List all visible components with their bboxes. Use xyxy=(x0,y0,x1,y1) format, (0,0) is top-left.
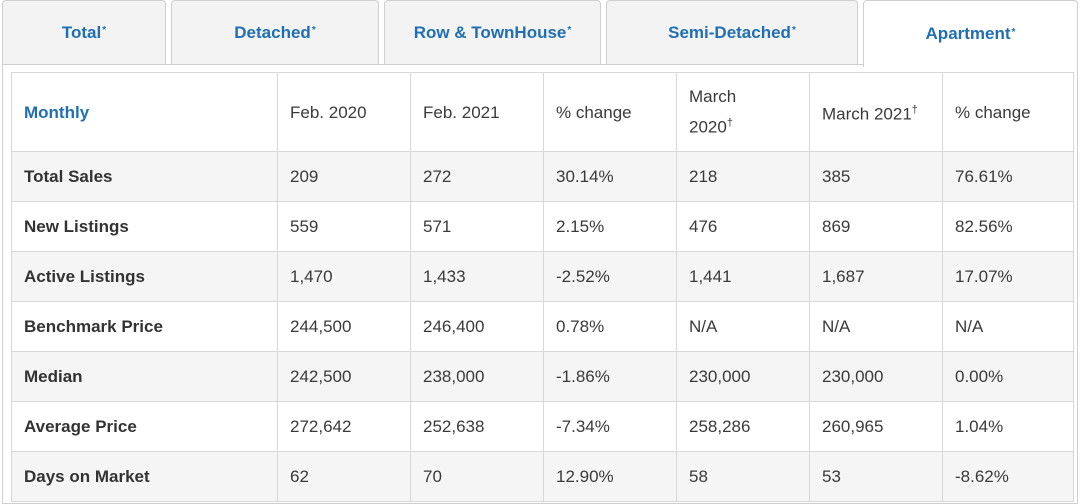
cell-feb2020: 242,500 xyxy=(277,351,411,402)
header-feb-2021: Feb. 2021 xyxy=(410,72,544,152)
cell-mar2021: 260,965 xyxy=(809,401,943,452)
tab-semi-detached[interactable]: Semi-Detached * xyxy=(606,0,858,64)
header-march-2021: March 2021† xyxy=(809,72,943,152)
cell-feb2020: 209 xyxy=(277,151,411,202)
tab-row-townhouse[interactable]: Row & TownHouse * xyxy=(384,0,601,64)
cell-mar2020: N/A xyxy=(676,301,810,352)
tab-apartment-label: Apartment xyxy=(925,24,1011,43)
row-label: Average Price xyxy=(11,401,278,452)
table-row: Benchmark Price 244,500 246,400 0.78% N/A N/A… xyxy=(11,301,1074,352)
market-stats-table: Monthly Feb. 2020 Feb. 2021 % change Mar… xyxy=(11,72,1074,502)
cell-feb2020: 244,500 xyxy=(277,301,411,352)
cell-feb2020: 272,642 xyxy=(277,401,411,452)
tab-total[interactable]: Total * xyxy=(2,0,166,64)
cell-change2: 17.07% xyxy=(942,251,1074,302)
cell-mar2020: 1,441 xyxy=(676,251,810,302)
cell-change2: -8.62% xyxy=(942,451,1074,502)
header-change-feb: % change xyxy=(543,72,677,152)
cell-change2: 1.04% xyxy=(942,401,1074,452)
cell-feb2021: 246,400 xyxy=(410,301,544,352)
cell-change2: 76.61% xyxy=(942,151,1074,202)
cell-mar2021: 230,000 xyxy=(809,351,943,402)
table-row: New Listings 559 571 2.15% 476 869 82.56% xyxy=(11,201,1074,252)
cell-feb2021: 252,638 xyxy=(410,401,544,452)
cell-change1: 0.78% xyxy=(543,301,677,352)
table-row: Average Price 272,642 252,638 -7.34% 258,286… xyxy=(11,401,1074,452)
row-label: Median xyxy=(11,351,278,402)
header-march-2021-label: March 2021 xyxy=(822,104,912,124)
cell-mar2020: 230,000 xyxy=(676,351,810,402)
cell-change1: -7.34% xyxy=(543,401,677,452)
cell-feb2021: 238,000 xyxy=(410,351,544,402)
tab-detached[interactable]: Detached * xyxy=(171,0,379,64)
header-march-2020-mark: † xyxy=(726,117,733,130)
tab-semi-detached-mark: * xyxy=(791,25,796,36)
cell-mar2021: 53 xyxy=(809,451,943,502)
cell-change2: 0.00% xyxy=(942,351,1074,402)
cell-mar2020: 258,286 xyxy=(676,401,810,452)
cell-feb2020: 1,470 xyxy=(277,251,411,302)
row-label: Benchmark Price xyxy=(11,301,278,352)
tab-apartment[interactable]: Apartment * xyxy=(863,0,1078,67)
cell-feb2020: 62 xyxy=(277,451,411,502)
tab-panel-apartment: Monthly Feb. 2020 Feb. 2021 % change Mar… xyxy=(2,64,1078,504)
cell-change1: 30.14% xyxy=(543,151,677,202)
cell-feb2021: 70 xyxy=(410,451,544,502)
table-row: Median 242,500 238,000 -1.86% 230,000 230,000… xyxy=(11,351,1074,402)
cell-feb2020: 559 xyxy=(277,201,411,252)
header-change-march: % change xyxy=(942,72,1074,152)
cell-mar2021: 869 xyxy=(809,201,943,252)
tab-semi-detached-label: Semi-Detached xyxy=(668,22,791,42)
table-row: Total Sales 209 272 30.14% 218 385 76.61% xyxy=(11,151,1074,202)
cell-change1: -1.86% xyxy=(543,351,677,402)
cell-feb2021: 571 xyxy=(410,201,544,252)
tab-detached-mark: * xyxy=(311,25,316,36)
row-label: Days on Market xyxy=(11,451,278,502)
table-body: Total Sales 209 272 30.14% 218 385 76.61% New L… xyxy=(11,151,1074,502)
table-row: Active Listings 1,470 1,433 -2.52% 1,441 1,68… xyxy=(11,251,1074,302)
tab-row-townhouse-mark: * xyxy=(567,25,572,36)
cell-mar2021: N/A xyxy=(809,301,943,352)
cell-mar2021: 385 xyxy=(809,151,943,202)
header-feb-2020: Feb. 2020 xyxy=(277,72,411,152)
row-label: New Listings xyxy=(11,201,278,252)
cell-mar2020: 58 xyxy=(676,451,810,502)
tab-total-mark: * xyxy=(102,25,107,36)
tab-row-townhouse-label: Row & TownHouse xyxy=(413,22,567,42)
header-march-2020: March 2020† xyxy=(676,72,810,152)
header-monthly: Monthly xyxy=(11,72,278,152)
table-header-row: Monthly Feb. 2020 Feb. 2021 % change Mar… xyxy=(11,72,1074,152)
header-march-2020-line2: 2020 xyxy=(689,117,727,137)
cell-change1: 2.15% xyxy=(543,201,677,252)
tab-total-label: Total xyxy=(61,22,102,42)
row-label: Active Listings xyxy=(11,251,278,302)
header-march-2020-line1: March xyxy=(689,87,737,107)
tab-detached-label: Detached xyxy=(234,22,311,42)
tab-apartment-mark: * xyxy=(1011,26,1016,38)
cell-mar2020: 218 xyxy=(676,151,810,202)
cell-feb2021: 1,433 xyxy=(410,251,544,302)
cell-mar2021: 1,687 xyxy=(809,251,943,302)
cell-mar2020: 476 xyxy=(676,201,810,252)
row-label: Total Sales xyxy=(11,151,278,202)
header-march-2021-mark: † xyxy=(911,103,918,116)
cell-change1: -2.52% xyxy=(543,251,677,302)
table-row: Days on Market 62 70 12.90% 58 53 -8.62% xyxy=(11,451,1074,502)
cell-change2: 82.56% xyxy=(942,201,1074,252)
category-tabs: Total * Detached * Row & TownHouse * Semi-D… xyxy=(0,0,1080,67)
cell-change1: 12.90% xyxy=(543,451,677,502)
cell-change2: N/A xyxy=(942,301,1074,352)
cell-feb2021: 272 xyxy=(410,151,544,202)
